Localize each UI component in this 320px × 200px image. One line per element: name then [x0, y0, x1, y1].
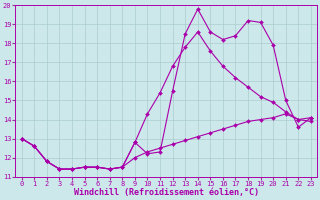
X-axis label: Windchill (Refroidissement éolien,°C): Windchill (Refroidissement éolien,°C)	[74, 188, 259, 197]
